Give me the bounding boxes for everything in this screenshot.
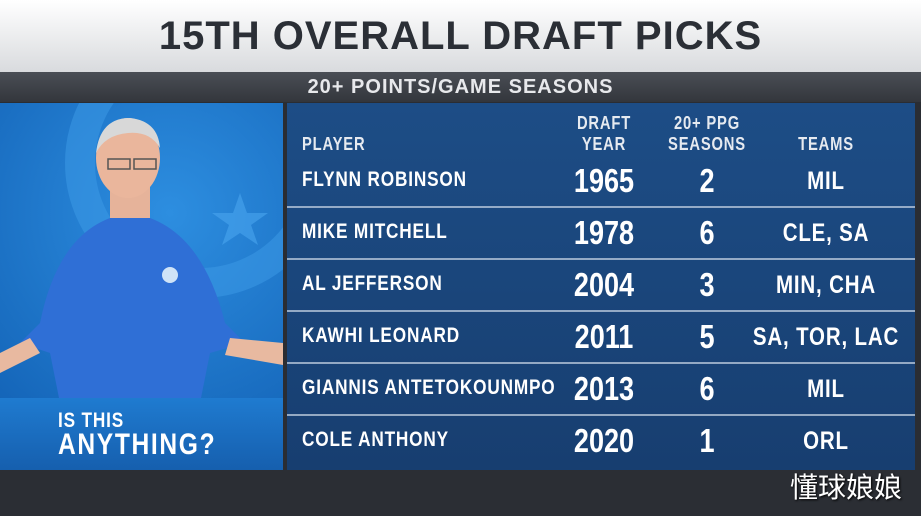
title-bar [0,0,921,72]
ppg-seasons: 2 [699,162,715,199]
draft-year: 1978 [573,214,635,251]
ppg-seasons: 5 [699,318,715,355]
teams: SA, TOR, LAC [752,323,900,351]
column-header: PLAYER [302,134,366,154]
column-header: TEAMS [798,134,854,154]
draft-year: 2011 [574,318,634,355]
player-name: COLE ANTHONY [302,428,449,451]
player-name: MIKE MITCHELL [302,220,448,243]
teams: ORL [803,427,849,455]
draft-year: 2013 [573,370,635,407]
draft-year: 1965 [573,162,635,199]
presenter [0,103,283,403]
subtitle-bar [0,72,921,102]
row-separator [287,206,915,208]
row-separator [287,362,915,364]
teams: CLE, SA [782,219,870,247]
row-separator [287,414,915,416]
bottom-bar [0,470,921,516]
caption-line: IS THIS [58,409,125,432]
player-name: KAWHI LEONARD [302,324,460,347]
column-header: 20+ PPG SEASONS [668,113,746,154]
title: 15TH OVERALL DRAFT PICKS [158,14,763,58]
ppg-seasons: 3 [699,266,715,303]
column-header: DRAFT YEAR [576,113,632,154]
player-name: GIANNIS ANTETOKOUNMPO [302,376,556,399]
caption-line: ANYTHING? [58,428,217,461]
table [287,103,915,470]
subtitle: 20+ POINTS/GAME SEASONS [307,76,614,98]
draft-year: 2020 [573,422,635,459]
teams: MIL [807,167,845,195]
ppg-seasons: 6 [699,214,715,251]
caption-box [0,398,283,470]
row-separator [287,258,915,260]
ppg-seasons: 6 [699,370,715,407]
row-separator [287,310,915,312]
ppg-seasons: 1 [699,422,715,459]
teams: MIN, CHA [776,271,876,299]
watermark: 懂球娘娘 [790,471,903,504]
draft-year: 2004 [573,266,635,303]
player-name: FLYNN ROBINSON [302,168,467,191]
player-name: AL JEFFERSON [302,272,443,295]
teams: MIL [807,375,845,403]
